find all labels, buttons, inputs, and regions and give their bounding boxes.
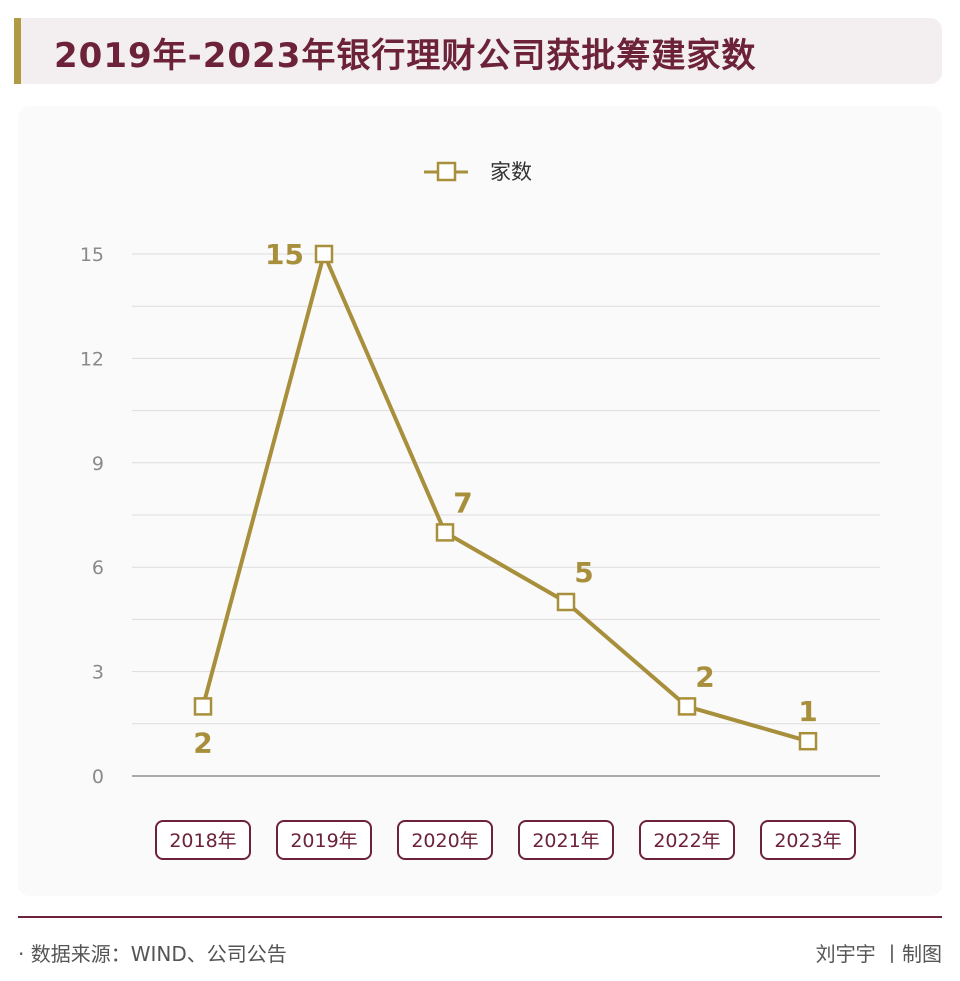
data-label: 15 [265, 238, 304, 271]
title-accent-stripe [14, 18, 21, 84]
x-category-box [155, 820, 251, 860]
x-category-label: 2018年 [169, 830, 236, 852]
page-title: 2019年-2023年银行理财公司获批筹建家数 [54, 36, 757, 76]
author-credit: 刘宇宇 丨制图 [815, 942, 942, 966]
legend-label: 家数 [490, 160, 532, 184]
y-tick-label: 15 [80, 244, 104, 266]
title-bar: 2019年-2023年银行理财公司获批筹建家数 [14, 18, 942, 84]
data-label: 7 [453, 486, 472, 519]
data-label: 2 [193, 726, 212, 759]
y-tick-label: 0 [92, 766, 104, 788]
x-axis-categories: 2018年 2019年 2020年 2021年 2022年 2023年 [155, 820, 856, 860]
legend-marker [436, 161, 457, 182]
y-axis-ticks: 0 3 6 9 12 15 [80, 244, 104, 788]
legend: 家数 [424, 160, 532, 184]
data-labels: 2 15 7 5 2 1 [193, 238, 817, 759]
data-point-marker [435, 523, 455, 542]
data-point-marker [677, 697, 697, 716]
y-tick-label: 12 [80, 348, 104, 370]
gridlines [132, 253, 880, 725]
x-category-label: 2023年 [774, 830, 841, 852]
x-category-box [760, 820, 856, 860]
x-category-label: 2019年 [290, 830, 357, 852]
y-tick-label: 9 [92, 453, 104, 475]
x-category-box [518, 820, 614, 860]
data-label: 5 [574, 556, 593, 589]
footer-divider [18, 916, 942, 918]
x-category-label: 2021年 [532, 830, 599, 852]
x-category-box [397, 820, 493, 860]
data-point-marker [193, 697, 213, 716]
series-line [201, 252, 809, 744]
chart-panel [18, 106, 942, 896]
y-tick-label: 3 [92, 662, 104, 684]
data-point-marker [556, 592, 576, 612]
data-label: 2 [695, 660, 714, 693]
x-category-label: 2020年 [411, 830, 478, 852]
data-point-marker [798, 731, 818, 751]
data-point-marker [314, 244, 334, 264]
source-note: · 数据来源：WIND、公司公告 [18, 942, 287, 966]
x-category-box [276, 820, 372, 860]
x-category-box [639, 820, 735, 860]
y-tick-label: 6 [92, 557, 104, 579]
series-line-path [201, 252, 809, 744]
series-markers [193, 244, 818, 751]
data-label: 1 [798, 695, 817, 728]
x-category-label: 2022年 [653, 830, 720, 852]
